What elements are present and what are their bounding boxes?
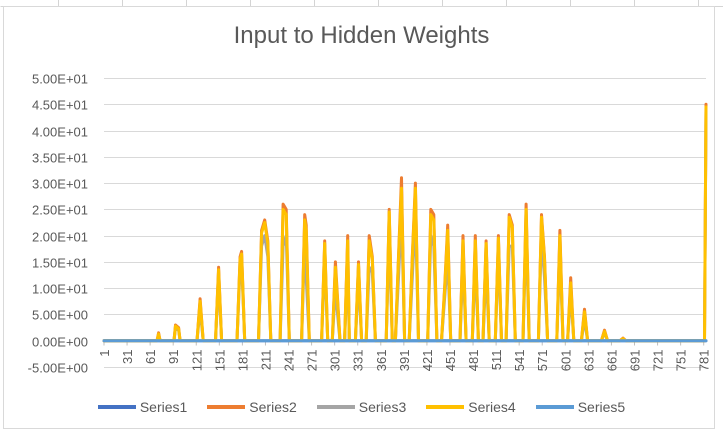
- y-tick-label: 5.00E+01: [32, 72, 88, 87]
- y-tick-label: 2.00E+01: [32, 230, 88, 245]
- x-tick-label: 781: [697, 350, 712, 372]
- x-tick-label: 721: [651, 350, 666, 372]
- legend-item-series5: Series5: [535, 399, 626, 415]
- x-tick-label: 91: [166, 350, 181, 364]
- legend-label: Series1: [139, 399, 188, 415]
- chart-area[interactable]: [3, 6, 715, 429]
- x-tick-label: 691: [627, 350, 642, 372]
- legend-swatch: [426, 405, 465, 409]
- y-tick-label: 2.50E+01: [32, 203, 88, 218]
- x-tick-label: 361: [374, 350, 389, 372]
- y-tick-label: 0.00E+00: [32, 335, 88, 350]
- legend-label: Series4: [468, 399, 516, 415]
- x-tick-label: 571: [535, 350, 550, 372]
- legend-swatch: [316, 405, 355, 409]
- legend-swatch: [535, 405, 574, 409]
- y-tick-label: 4.50E+01: [32, 98, 88, 113]
- x-tick-label: 661: [604, 350, 619, 372]
- series-line-series4: [102, 105, 708, 343]
- y-tick-label: 1.00E+01: [32, 282, 88, 297]
- x-tick-label: 301: [328, 350, 343, 372]
- x-tick-label: 631: [581, 350, 596, 372]
- legend-item-series4: Series4: [426, 399, 516, 415]
- legend-item-series3: Series3: [316, 399, 407, 415]
- legend-swatch: [207, 405, 246, 409]
- x-tick-label: 331: [351, 350, 366, 372]
- x-tick-label: 61: [143, 350, 158, 364]
- legend-label: Series3: [358, 399, 407, 415]
- x-tick-label: 391: [397, 350, 412, 372]
- y-tick-label: 3.50E+01: [32, 151, 88, 166]
- chart-title: Input to Hidden Weights: [233, 22, 490, 49]
- x-tick-label: 181: [235, 350, 250, 372]
- x-tick-label: 121: [189, 350, 204, 372]
- x-tick-label: 511: [489, 350, 504, 371]
- x-tick-label: 481: [466, 350, 481, 372]
- x-tick-label: 1: [97, 350, 112, 357]
- x-tick-label: 601: [558, 350, 573, 372]
- x-tick-label: 211: [258, 350, 273, 371]
- x-tick-label: 451: [443, 350, 458, 372]
- x-tick-label: 31: [120, 350, 135, 364]
- y-tick-label: -5.00E+00: [28, 361, 88, 376]
- legend-label: Series2: [249, 399, 297, 415]
- legend-item-series2: Series2: [207, 399, 297, 415]
- y-tick-label: 4.00E+01: [32, 125, 88, 140]
- y-tick-label: 1.50E+01: [32, 256, 88, 271]
- y-tick-label: 5.00E+00: [32, 308, 88, 323]
- x-tick-label: 151: [212, 350, 227, 372]
- x-tick-label: 241: [282, 350, 297, 372]
- legend-swatch: [97, 405, 136, 409]
- legend-item-series1: Series1: [97, 399, 188, 415]
- chart-legend: Series1 Series2 Series3 Series4 Series5: [0, 399, 723, 415]
- legend-label: Series5: [577, 399, 626, 415]
- x-tick-label: 421: [420, 350, 435, 372]
- y-tick-label: 3.00E+01: [32, 177, 88, 192]
- x-tick-label: 751: [674, 350, 689, 372]
- x-tick-label: 541: [512, 350, 527, 372]
- x-tick-label: 271: [305, 350, 320, 372]
